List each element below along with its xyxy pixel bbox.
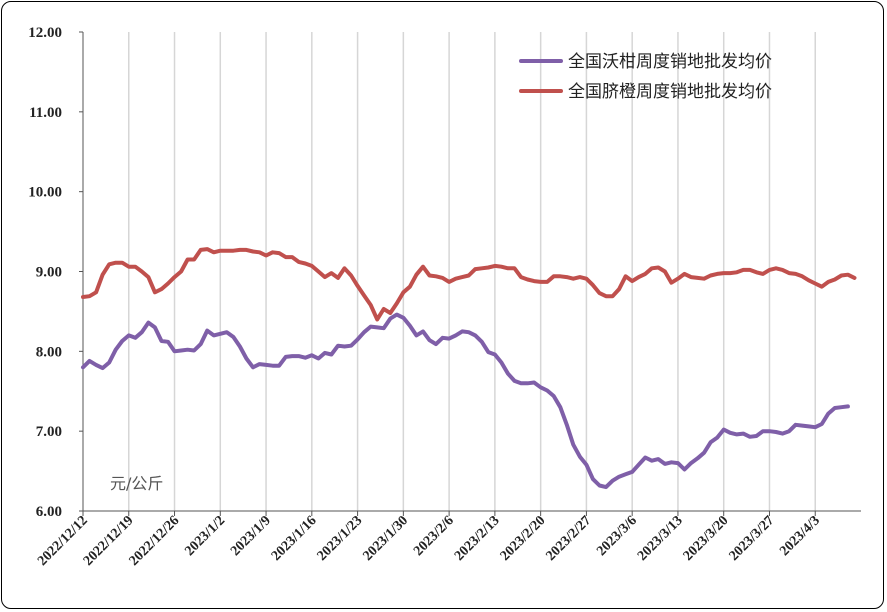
y-tick-label: 11.00 [29,105,62,121]
legend-label-mandarin: 全国沃柑周度销地批发均价 [568,52,772,72]
x-tick-label: 2023/3/20 [681,513,732,564]
x-tick-label: 2023/2/13 [452,513,503,564]
y-tick-label: 6.00 [36,504,62,520]
x-tick-label: 2023/1/16 [269,513,320,564]
legend-label-navel-orange: 全国脐橙周度销地批发均价 [568,82,772,102]
data-series [81,247,857,490]
x-tick-label: 2023/2/6 [411,513,457,559]
x-tick-label: 2023/4/3 [777,513,823,559]
y-tick-label: 9.00 [36,265,62,281]
x-tick-label: 2022/12/26 [127,513,183,569]
legend-item-mandarin: 全国沃柑周度销地批发均价 [519,52,772,72]
vertical-gridlines [128,32,816,511]
series-line-mandarin [81,312,850,490]
y-unit-label: 元/公斤 [110,474,163,493]
x-tick-label: 2023/3/27 [727,513,778,564]
series-line-navel-orange [81,247,857,322]
x-tick-label: 2023/1/9 [228,513,274,559]
x-tick-label: 2023/3/13 [635,513,686,564]
legend-item-navel-orange: 全国脐橙周度销地批发均价 [519,82,772,102]
y-tick-label: 7.00 [36,424,62,440]
x-tick-label: 2023/3/6 [594,513,640,559]
x-tick-label: 2023/2/20 [498,513,549,564]
x-tick-label: 2023/1/23 [315,513,366,564]
legend: 全国沃柑周度销地批发均价 全国脐橙周度销地批发均价 [519,52,772,102]
x-tick-label: 2023/2/27 [543,513,594,564]
y-tick-labels: 6.00 7.00 8.00 9.00 10.00 11.00 12.00 [28,25,83,520]
x-tick-label: 2023/1/30 [360,513,411,564]
x-tick-label: 2023/1/2 [182,513,228,559]
y-tick-label: 10.00 [28,185,62,201]
y-tick-label: 8.00 [36,344,62,360]
y-tick-label: 12.00 [28,25,62,41]
